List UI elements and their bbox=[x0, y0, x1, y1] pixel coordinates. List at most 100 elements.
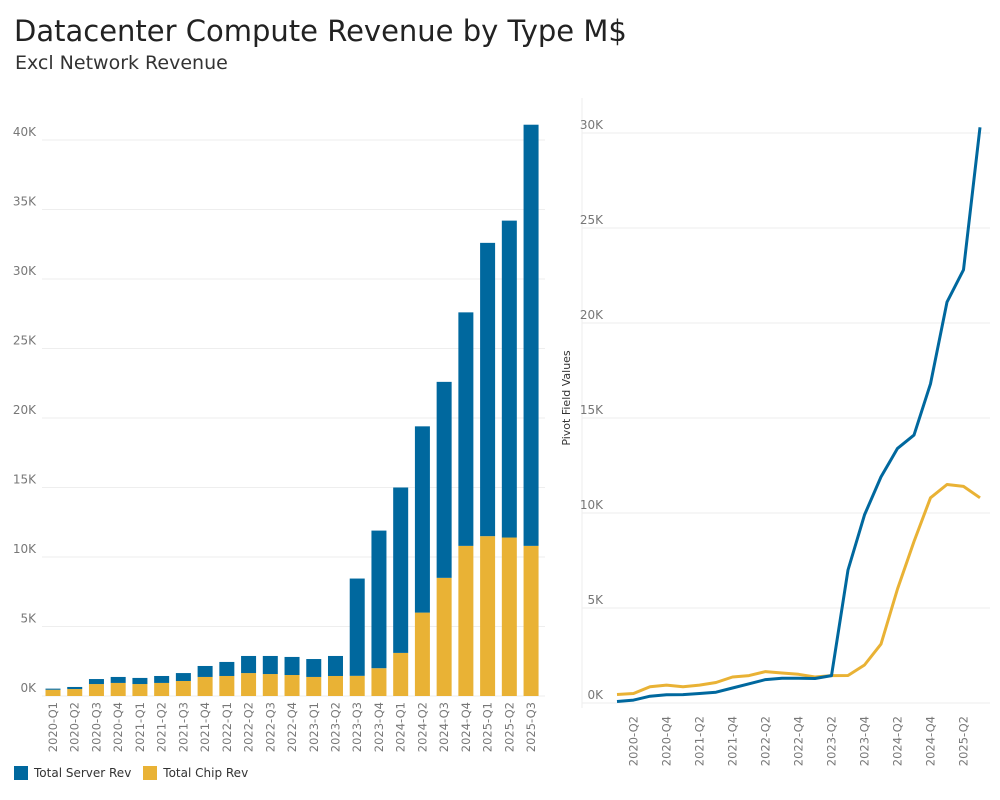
x-tick-label: 2021-Q3 bbox=[176, 702, 190, 752]
y-tick-label: 35K bbox=[13, 195, 37, 209]
bar-server bbox=[132, 677, 148, 685]
bar-server bbox=[458, 312, 474, 546]
x-tick-label: 2024-Q4 bbox=[459, 702, 473, 752]
bar-chip bbox=[241, 673, 257, 696]
y-tick-label: 25K bbox=[13, 334, 37, 348]
legend-item-server[interactable]: Total Server Rev bbox=[14, 766, 131, 780]
bar-chip bbox=[284, 675, 300, 696]
x-tick-label: 2024-Q1 bbox=[394, 702, 408, 752]
y-tick-label: 20K bbox=[13, 403, 37, 417]
x-tick-label: 2024-Q2 bbox=[891, 716, 905, 766]
y-tick-label: 0K bbox=[587, 688, 604, 702]
y-tick-label: 40K bbox=[13, 125, 37, 139]
bar-chip bbox=[414, 612, 430, 696]
bar-server bbox=[414, 426, 430, 613]
bar-server bbox=[45, 688, 61, 690]
y-tick-label: 10K bbox=[13, 542, 37, 556]
bar-server bbox=[393, 487, 409, 653]
x-tick-label: 2025-Q3 bbox=[524, 702, 538, 752]
x-tick-label: 2023-Q4 bbox=[858, 716, 872, 766]
bar-server bbox=[501, 220, 517, 538]
y-tick-label: 10K bbox=[580, 498, 604, 512]
bar-server bbox=[241, 655, 257, 674]
x-tick-label: 2024-Q4 bbox=[924, 716, 938, 766]
bar-server bbox=[175, 673, 191, 681]
x-tick-label: 2022-Q2 bbox=[242, 702, 256, 752]
y-tick-label: 20K bbox=[580, 308, 604, 322]
bar-chip bbox=[197, 676, 213, 696]
bar-chip bbox=[458, 545, 474, 696]
bar-chip bbox=[219, 675, 235, 696]
x-tick-label: 2021-Q4 bbox=[198, 702, 212, 752]
bar-server bbox=[349, 578, 365, 676]
bar-chip bbox=[45, 689, 61, 696]
bar-server bbox=[154, 675, 170, 683]
x-tick-label: 2023-Q2 bbox=[328, 702, 342, 752]
bar-server bbox=[88, 679, 104, 685]
y-axis-title: Pivot Field Values bbox=[560, 350, 573, 446]
x-tick-label: 2023-Q4 bbox=[372, 702, 386, 752]
line-chip bbox=[616, 483, 981, 696]
x-tick-label: 2025-Q2 bbox=[957, 716, 971, 766]
x-tick-label: 2021-Q4 bbox=[726, 716, 740, 766]
bar-chip bbox=[371, 668, 387, 696]
x-tick-label: 2020-Q2 bbox=[68, 702, 82, 752]
y-tick-label: 30K bbox=[13, 264, 37, 278]
bar-server bbox=[327, 655, 343, 676]
chart-subtitle: Excl Network Revenue bbox=[15, 52, 228, 74]
x-tick-label: 2020-Q2 bbox=[627, 716, 641, 766]
bar-server bbox=[262, 655, 278, 675]
x-tick-label: 2022-Q2 bbox=[759, 716, 773, 766]
legend-swatch-server bbox=[14, 766, 28, 780]
bar-chip bbox=[154, 682, 170, 696]
bar-chip bbox=[480, 536, 496, 696]
x-tick-label: 2021-Q1 bbox=[133, 702, 147, 752]
legend-label: Total Chip Rev bbox=[163, 766, 249, 780]
bar-chip bbox=[327, 675, 343, 696]
bar-chip bbox=[110, 682, 126, 696]
bar-chip bbox=[262, 674, 278, 696]
x-tick-label: 2020-Q4 bbox=[660, 716, 674, 766]
bar-chip bbox=[175, 680, 191, 696]
bar-chip bbox=[523, 545, 539, 696]
x-tick-label: 2025-Q1 bbox=[481, 702, 495, 752]
legend-item-chip[interactable]: Total Chip Rev bbox=[143, 766, 248, 780]
y-tick-label: 25K bbox=[580, 213, 604, 227]
bar-server bbox=[306, 659, 322, 677]
legend: Total Server Rev Total Chip Rev bbox=[14, 766, 248, 780]
line-server bbox=[616, 127, 982, 703]
bar-server bbox=[480, 242, 496, 537]
line-chart: 0K 5K 10K 15K 20K 25K 30K Pivot Field Values 202… bbox=[560, 98, 990, 766]
x-tick-label: 2022-Q4 bbox=[792, 716, 806, 766]
x-tick-label: 2024-Q2 bbox=[415, 702, 429, 752]
x-tick-label: 2023-Q3 bbox=[350, 702, 364, 752]
bar-chip bbox=[436, 577, 452, 696]
bar-chip bbox=[88, 684, 104, 696]
x-tick-label: 2022-Q3 bbox=[263, 702, 277, 752]
x-tick-label: 2021-Q2 bbox=[155, 702, 169, 752]
y-tick-label: 30K bbox=[580, 118, 604, 132]
bar-chip bbox=[349, 675, 365, 696]
y-tick-label: 0K bbox=[20, 681, 37, 695]
bar-server bbox=[371, 530, 387, 669]
x-tick-label: 2022-Q1 bbox=[220, 702, 234, 752]
stacked-bar-chart: 0K 5K 10K 15K 20K 25K 30K 35K 40K 2020-Q1 2020-Q2 2… bbox=[13, 124, 545, 752]
bar-server bbox=[67, 686, 83, 690]
bar-server bbox=[284, 656, 300, 676]
bar-server bbox=[110, 676, 126, 683]
legend-label: Total Server Rev bbox=[34, 766, 132, 780]
x-tick-label: 2020-Q4 bbox=[111, 702, 125, 752]
bar-server bbox=[219, 661, 235, 676]
y-tick-label: 5K bbox=[20, 612, 37, 626]
x-tick-label: 2021-Q2 bbox=[693, 716, 707, 766]
chart-title: Datacenter Compute Revenue by Type M$ bbox=[14, 14, 627, 48]
bar-chip bbox=[132, 684, 148, 696]
y-tick-label: 15K bbox=[13, 473, 37, 487]
x-tick-label: 2023-Q1 bbox=[307, 702, 321, 752]
bar-server bbox=[436, 381, 452, 578]
x-tick-label: 2025-Q2 bbox=[502, 702, 516, 752]
bar-chip bbox=[393, 652, 409, 696]
x-tick-label: 2023-Q2 bbox=[825, 716, 839, 766]
bar-server bbox=[523, 124, 539, 546]
